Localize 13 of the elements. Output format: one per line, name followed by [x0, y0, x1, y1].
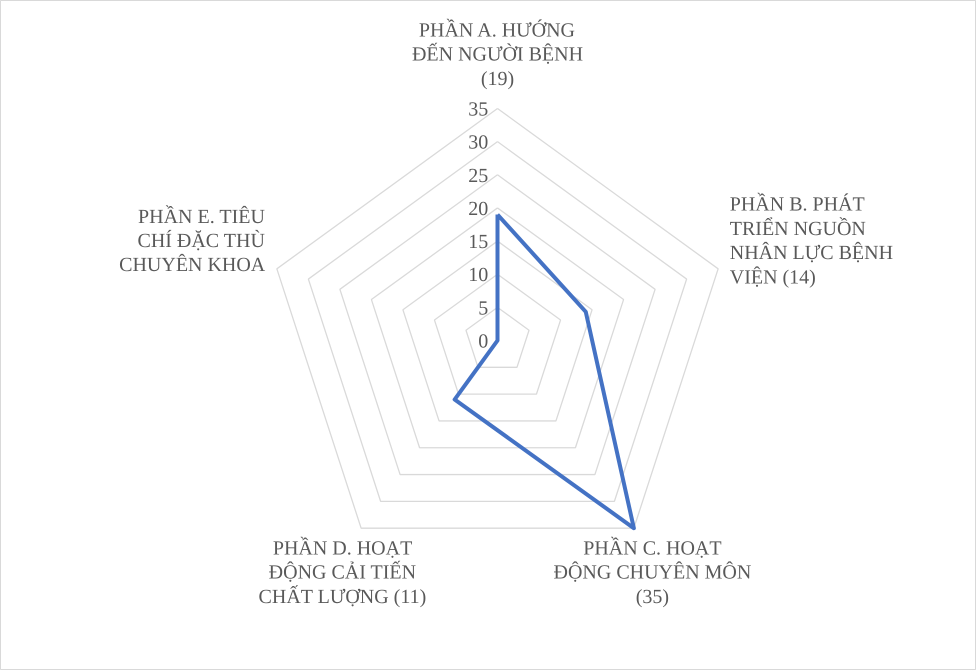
spoke-label: PHẦN A. HƯỚNG ĐẾN NGƯỜI BỆNH (19): [412, 18, 584, 90]
y-tick-label: 15: [468, 231, 488, 254]
spoke-label: PHẦN C. HOẠT ĐỘNG CHUYÊN MÔN (35): [554, 536, 752, 608]
spoke-label: PHẦN D. HOẠT ĐỘNG CẢI TIẾN CHẤT LƯỢNG (11): [258, 536, 426, 608]
y-tick-label: 5: [478, 297, 488, 320]
y-tick-label: 35: [468, 98, 488, 120]
y-tick-label: 25: [468, 164, 488, 187]
spoke-label: PHẦN E. TIÊU CHÍ ĐẶC THÙ CHUYÊN KHOA: [119, 204, 266, 276]
y-tick-label: 30: [468, 132, 488, 154]
y-tick-label: 0: [478, 330, 488, 352]
spoke-label: PHẦN B. PHÁT TRIỂN NGUỒN NHÂN LỰC BỆNH VIỆN (14): [730, 192, 894, 288]
y-tick-label: 10: [468, 264, 488, 286]
y-tick-label: 20: [468, 198, 488, 220]
